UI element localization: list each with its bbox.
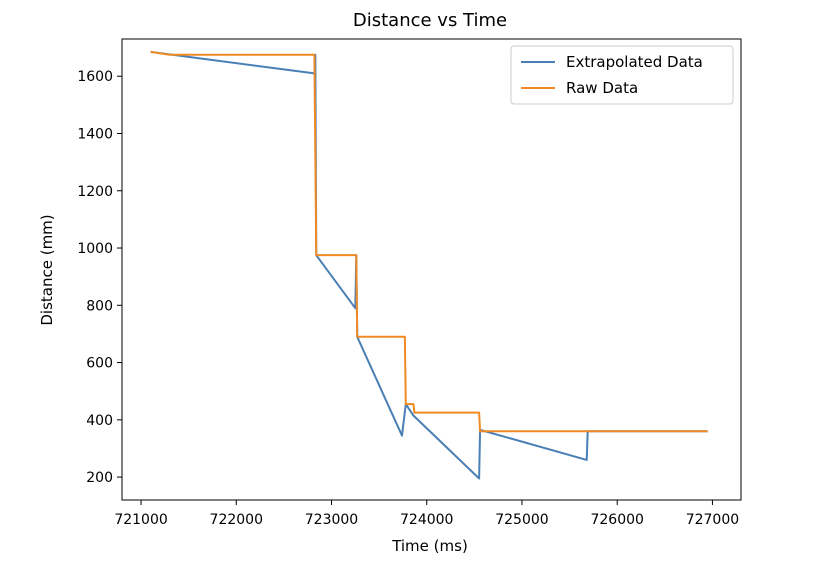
legend-label: Raw Data	[566, 79, 638, 97]
y-tick-label: 400	[86, 413, 113, 429]
plot-frame	[121, 38, 742, 501]
y-tick-label: 600	[86, 356, 113, 372]
y-tick-label: 1400	[77, 126, 113, 142]
x-tick-label: 727000	[686, 512, 739, 528]
x-axis-ticks: 721000 722000 723000 724000 725000 726000 7270…	[114, 500, 739, 528]
y-axis-ticks: 200 400 600 800 1000 1200 1400 1600	[77, 69, 122, 486]
y-tick-label: 1200	[77, 184, 113, 200]
legend-label: Extrapolated Data	[566, 53, 703, 71]
x-tick-label: 721000	[114, 512, 167, 528]
plot-area	[121, 38, 742, 501]
x-tick-label: 725000	[495, 512, 548, 528]
y-tick-label: 1000	[77, 241, 113, 257]
y-tick-label: 1600	[77, 69, 113, 85]
series-layer	[150, 50, 708, 480]
x-tick-label: 724000	[400, 512, 453, 528]
y-axis-title: Distance (mm)	[38, 214, 56, 325]
y-tick-label: 200	[86, 470, 113, 486]
x-tick-label: 723000	[305, 512, 358, 528]
legend: Extrapolated Data Raw Data	[510, 45, 734, 105]
x-axis-title: Time (ms)	[391, 537, 468, 555]
x-tick-label: 726000	[590, 512, 643, 528]
series-line-raw	[150, 50, 708, 433]
chart-title: Distance vs Time	[353, 10, 507, 31]
legend-box	[510, 45, 734, 105]
series-line-extrapolated	[150, 50, 708, 480]
x-tick-label: 722000	[210, 512, 263, 528]
y-tick-label: 800	[86, 298, 113, 314]
